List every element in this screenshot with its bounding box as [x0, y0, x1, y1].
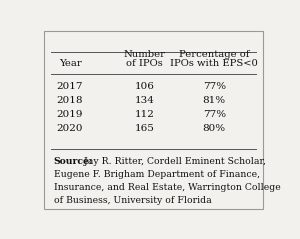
- Text: 81%: 81%: [202, 96, 226, 105]
- Text: 106: 106: [134, 82, 154, 91]
- Text: 2019: 2019: [57, 110, 83, 119]
- Text: Percentage of: Percentage of: [179, 50, 250, 59]
- Text: of Business, University of Florida: of Business, University of Florida: [54, 196, 212, 205]
- Text: 134: 134: [134, 96, 154, 105]
- Text: 77%: 77%: [202, 82, 226, 91]
- Text: Source:: Source:: [54, 157, 93, 166]
- Text: of IPOs: of IPOs: [126, 59, 163, 68]
- Text: 2017: 2017: [57, 82, 83, 91]
- Text: Insurance, and Real Estate, Warrington College: Insurance, and Real Estate, Warrington C…: [54, 183, 280, 192]
- Text: 2020: 2020: [57, 124, 83, 133]
- Text: 165: 165: [134, 124, 154, 133]
- Text: 77%: 77%: [202, 110, 226, 119]
- Text: Jay R. Ritter, Cordell Eminent Scholar,: Jay R. Ritter, Cordell Eminent Scholar,: [80, 157, 266, 166]
- FancyBboxPatch shape: [44, 32, 263, 209]
- Text: 2018: 2018: [57, 96, 83, 105]
- Text: 112: 112: [134, 110, 154, 119]
- Text: Year: Year: [59, 59, 81, 68]
- Text: IPOs with EPS<0: IPOs with EPS<0: [170, 59, 258, 68]
- Text: Eugene F. Brigham Department of Finance,: Eugene F. Brigham Department of Finance,: [54, 170, 260, 179]
- Text: 80%: 80%: [202, 124, 226, 133]
- Text: Number: Number: [124, 50, 166, 59]
